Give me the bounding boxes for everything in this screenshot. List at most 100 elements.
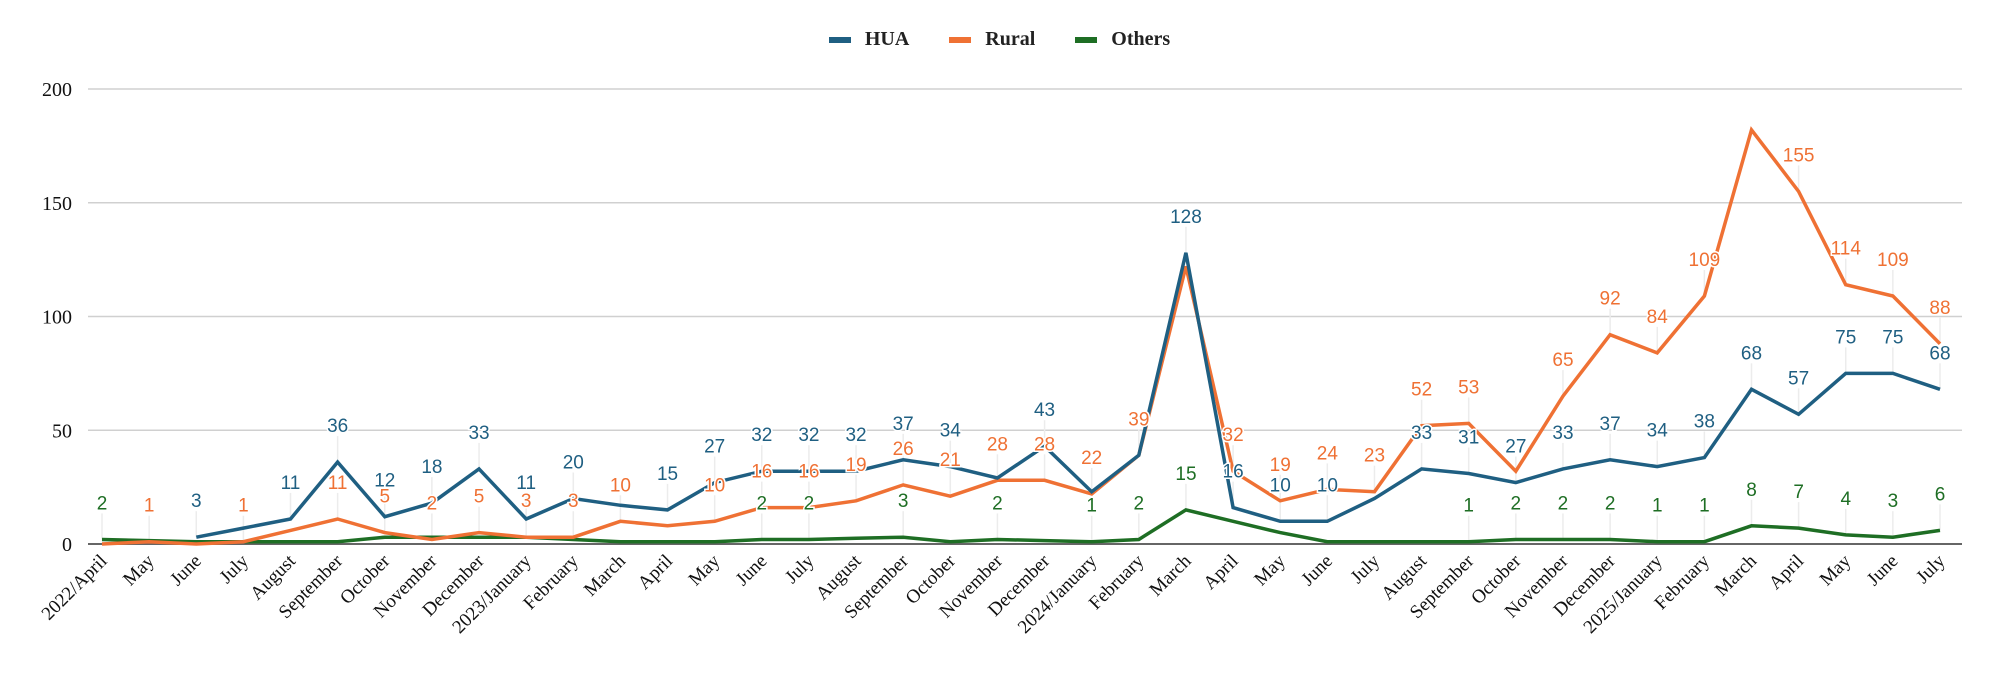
data-label-rural: 109: [1689, 250, 1721, 271]
legend-label-hua: HUA: [864, 28, 910, 50]
data-label-others: 2: [757, 493, 768, 514]
data-label-hua: 11: [281, 473, 301, 494]
data-label-rural: 26: [893, 439, 914, 460]
data-label-rural: 23: [1364, 446, 1385, 467]
legend-item-hua[interactable]: HUA: [828, 28, 910, 51]
data-label-hua: 16: [1223, 462, 1244, 483]
data-label-rural: 11: [328, 473, 348, 494]
x-tick-label: July: [216, 550, 254, 588]
x-tick-label: March: [1146, 550, 1196, 600]
data-label-hua: 32: [798, 425, 819, 446]
data-label-hua: 32: [845, 425, 866, 446]
y-tick-label: 100: [42, 307, 72, 329]
data-label-rural: 1: [238, 496, 249, 517]
data-label-hua: 43: [1034, 400, 1055, 421]
data-label-rural: 28: [1034, 434, 1055, 455]
data-label-rural: 19: [1270, 455, 1291, 476]
data-label-hua: 27: [704, 437, 725, 458]
data-label-hua: 34: [1647, 421, 1669, 442]
data-label-hua: 32: [751, 425, 772, 446]
x-tick-label: June: [1863, 551, 1902, 590]
data-label-rural: 24: [1317, 443, 1339, 464]
x-tick-label: April: [1765, 551, 1808, 594]
legend-swatch-others: [1075, 36, 1098, 43]
data-label-rural: 28: [987, 434, 1008, 455]
x-tick-label: July: [1912, 550, 1950, 588]
data-label-hua: 57: [1788, 368, 1809, 389]
data-label-hua: 68: [1741, 343, 1762, 364]
data-label-rural: 2: [427, 493, 438, 514]
data-label-hua: 15: [657, 464, 678, 485]
x-tick-label: March: [1711, 550, 1761, 600]
legend: HUA Rural Others: [0, 28, 1999, 51]
legend-item-rural[interactable]: Rural: [949, 28, 1035, 51]
data-label-hua: 34: [940, 421, 962, 442]
data-label-others: 2: [97, 493, 108, 514]
data-label-hua: 68: [1929, 343, 1950, 364]
data-label-hua: 18: [421, 457, 442, 478]
data-label-rural: 21: [940, 450, 961, 471]
data-label-others: 2: [1605, 493, 1616, 514]
data-label-hua: 36: [327, 416, 348, 437]
data-label-others: 4: [1840, 489, 1851, 510]
y-tick-label: 0: [62, 534, 72, 556]
data-label-others: 6: [1935, 484, 1946, 505]
data-label-hua: 75: [1835, 327, 1856, 348]
data-label-others: 2: [1511, 493, 1522, 514]
data-label-hua: 11: [516, 473, 536, 494]
data-label-rural: 1: [144, 496, 155, 517]
data-label-rural: 84: [1647, 307, 1669, 328]
x-tick-label: May: [1250, 550, 1290, 590]
data-label-hua: 12: [374, 471, 395, 492]
data-label-others: 1: [1463, 496, 1474, 517]
data-label-rural: 19: [845, 455, 866, 476]
series-line-hua: [195, 252, 1941, 539]
data-label-hua: 3: [191, 491, 202, 512]
data-label-hua: 27: [1505, 437, 1526, 458]
x-tick-label: June: [732, 551, 771, 590]
data-label-hua: 33: [468, 423, 489, 444]
data-label-rural: 32: [1223, 425, 1244, 446]
data-label-others: 2: [992, 493, 1003, 514]
data-label-hua: 37: [893, 414, 914, 435]
data-label-others: 8: [1746, 480, 1757, 501]
data-label-hua: 128: [1170, 207, 1202, 228]
x-tick-label: 2022/April: [38, 551, 112, 625]
data-label-others: 3: [898, 491, 909, 512]
data-label-rural: 39: [1128, 409, 1149, 430]
data-label-rural: 88: [1929, 298, 1950, 319]
data-label-hua: 20: [563, 453, 584, 474]
data-label-rural: 109: [1877, 250, 1909, 271]
data-label-rural: 65: [1552, 350, 1573, 371]
legend-label-others: Others: [1111, 28, 1171, 50]
data-label-rural: 3: [521, 491, 532, 512]
data-label-rural: 16: [798, 462, 819, 483]
legend-item-others[interactable]: Others: [1075, 28, 1170, 51]
data-label-hua: 33: [1552, 423, 1573, 444]
data-label-rural: 3: [568, 491, 579, 512]
data-label-others: 2: [804, 493, 815, 514]
data-label-hua: 37: [1600, 414, 1621, 435]
data-label-rural: 5: [379, 487, 390, 508]
data-label-hua: 31: [1458, 427, 1479, 448]
y-tick-label: 50: [52, 420, 72, 442]
x-tick-label: May: [119, 550, 159, 590]
data-label-others: 2: [1134, 493, 1145, 514]
data-label-others: 1: [1652, 496, 1663, 517]
legend-swatch-hua: [828, 36, 851, 43]
x-tick-label: June: [1297, 551, 1336, 590]
x-tick-label: June: [166, 551, 205, 590]
data-label-rural: 22: [1081, 448, 1102, 469]
series-line-others: [101, 508, 1941, 544]
data-label-rural: 114: [1831, 239, 1862, 260]
x-tick-label: May: [1816, 550, 1856, 590]
data-label-rural: 10: [704, 475, 725, 496]
data-label-hua: 38: [1694, 412, 1715, 433]
data-label-rural: 5: [474, 487, 485, 508]
x-tick-label: April: [1199, 551, 1242, 594]
legend-label-rural: Rural: [985, 28, 1036, 50]
data-label-hua: 75: [1882, 327, 1903, 348]
data-label-hua: 33: [1411, 423, 1432, 444]
data-label-rural: 92: [1600, 289, 1621, 310]
